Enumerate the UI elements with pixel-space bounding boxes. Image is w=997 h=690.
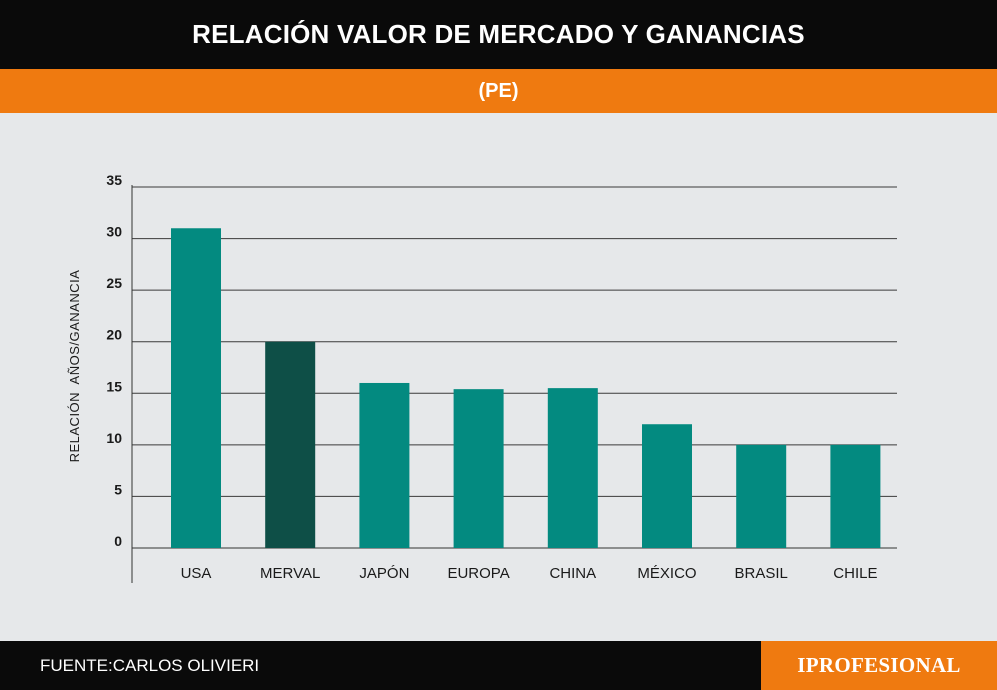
- x-tick-label: MÉXICO: [637, 565, 696, 582]
- brand-logo: IPROFESIONAL: [761, 641, 997, 690]
- chart-title: RELACIÓN VALOR DE MERCADO Y GANANCIAS: [192, 19, 805, 49]
- x-tick-label: CHINA: [549, 565, 596, 582]
- y-tick-label: 5: [114, 481, 122, 497]
- y-tick-label: 10: [106, 430, 122, 446]
- y-tick-label: 20: [106, 327, 122, 343]
- bar-merval: [265, 341, 316, 548]
- subtitle-bar: (PE): [0, 69, 997, 113]
- bar-china: [547, 388, 598, 548]
- y-tick-label: 35: [106, 172, 122, 188]
- bar-chart: 0 5 10 15 20 25 30 35 RELACIÓN AÑOS/GANANCIA USA M…: [67, 172, 897, 583]
- bar-usa: [171, 228, 221, 548]
- chart-subtitle: (PE): [478, 79, 519, 102]
- bar-chile: [830, 444, 881, 548]
- x-tick-label: MERVAL: [260, 565, 320, 582]
- x-tick-label: BRASIL: [735, 565, 788, 582]
- x-tick-label: EUROPA: [447, 565, 509, 582]
- bar-brasil: [736, 444, 787, 548]
- x-tick-label: JAPÓN: [359, 565, 409, 582]
- title-bar: RELACIÓN VALOR DE MERCADO Y GANANCIAS: [0, 0, 997, 69]
- y-axis-title: RELACIÓN AÑOS/GANANCIA: [67, 270, 82, 463]
- bar-europa: [453, 389, 504, 548]
- bar-japón: [359, 382, 410, 548]
- source-label: FUENTE:CARLOS OLIVIERI: [40, 655, 260, 675]
- footer: FUENTE:CARLOS OLIVIERI IPROFESIONAL: [0, 641, 997, 690]
- y-tick-label: 0: [114, 533, 122, 549]
- y-tick-label: 30: [106, 224, 122, 240]
- y-tick-label: 15: [106, 378, 122, 394]
- bar-méxico: [642, 424, 692, 548]
- x-tick-label: CHILE: [833, 565, 877, 582]
- y-tick-label: 25: [106, 275, 122, 291]
- x-tick-label: USA: [181, 565, 212, 582]
